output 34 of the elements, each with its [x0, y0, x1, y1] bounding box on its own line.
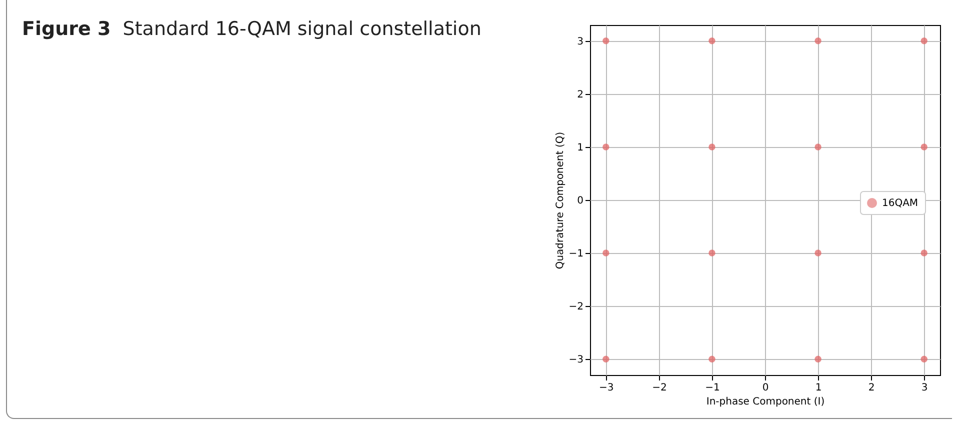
point: [708, 356, 716, 362]
x-tick-label: 0: [762, 382, 769, 394]
x-tick-label: −3: [599, 382, 614, 394]
x-axis-title: In-phase Component (I): [706, 396, 825, 408]
y-tick-label: 2: [577, 89, 584, 100]
point: [814, 144, 822, 150]
x-tick-label: 1: [815, 382, 822, 394]
x-tick-label: 2: [868, 382, 875, 394]
x-tick-label: 3: [921, 382, 928, 394]
point: [602, 144, 610, 150]
y-tick-label: 3: [577, 36, 584, 48]
point: [602, 250, 610, 256]
x-tick-label: −1: [705, 382, 720, 394]
point: [920, 250, 928, 256]
point: [708, 250, 716, 256]
x-tick-label: −2: [652, 382, 667, 394]
point: [814, 38, 822, 44]
point: [814, 250, 822, 256]
point: [920, 356, 928, 362]
point: [814, 356, 822, 362]
y-tick-label: 1: [577, 142, 584, 154]
point: [708, 144, 716, 150]
point: [602, 356, 610, 362]
point: [920, 38, 928, 44]
point: [602, 38, 610, 44]
legend-label: 16QAM: [882, 198, 918, 209]
text: Figure 3 Standard 16-QAM signal constellation: [22, 18, 482, 40]
y-tick-label: −3: [568, 354, 584, 366]
y-axis-title: Quadrature Component (Q): [554, 132, 566, 270]
y-tick-label: −2: [568, 302, 584, 313]
point: [708, 38, 716, 44]
point: [920, 144, 928, 150]
y-tick-label: −1: [568, 248, 584, 260]
y-tick-label: 0: [577, 196, 584, 206]
